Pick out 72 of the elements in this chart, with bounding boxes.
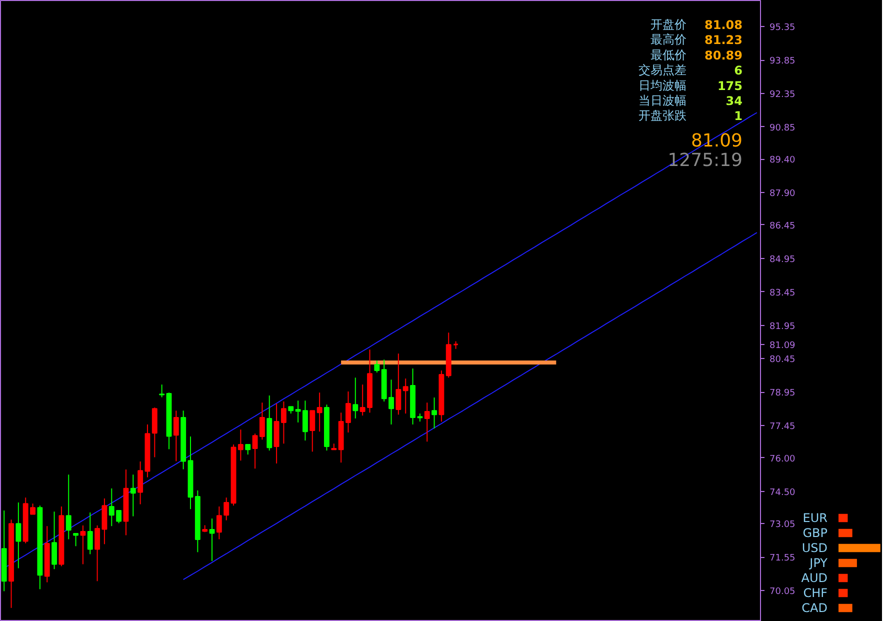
bar	[838, 514, 848, 522]
candlestick	[73, 532, 79, 547]
annotation: 最低价	[650, 48, 686, 62]
candlestick	[80, 524, 86, 565]
bar	[838, 604, 852, 612]
candlestick	[238, 429, 244, 462]
y-tick-label: 76.00	[770, 454, 796, 464]
candlestick	[159, 384, 165, 398]
y-tick-label: CHF	[803, 586, 828, 600]
y-tick-label: 87.90	[770, 189, 796, 200]
y-tick-label: USD	[802, 541, 828, 555]
candlestick	[402, 378, 408, 414]
y-tick-label: 77.45	[770, 422, 796, 432]
candlestick	[352, 377, 358, 419]
candlestick	[316, 392, 322, 432]
y-tick-label: JPY	[808, 556, 828, 570]
candlestick	[424, 402, 430, 442]
annotation: 最高价	[650, 32, 686, 47]
annotation: 开盘张跌	[638, 108, 686, 123]
candlestick	[52, 511, 57, 570]
annotation: 日均波幅	[638, 78, 686, 92]
y-tick-label: 95.35	[770, 23, 796, 34]
bar	[838, 574, 848, 582]
candlestick	[224, 497, 230, 521]
line-series	[182, 232, 758, 580]
candlestick	[360, 384, 366, 416]
bar	[838, 544, 880, 552]
annotation: 交易点差	[638, 63, 686, 78]
candlestick	[138, 460, 144, 505]
y-tick-label: 92.35	[770, 90, 796, 100]
y-tick-label: 81.95	[770, 322, 796, 332]
y-tick-label: GBP	[802, 526, 828, 540]
bar	[838, 588, 848, 598]
y-tick-label: 74.50	[770, 488, 796, 498]
candlestick	[87, 512, 93, 555]
y-tick-label: 71.55	[770, 554, 796, 564]
candlestick	[396, 353, 402, 416]
candlestick	[16, 502, 22, 569]
y-tick-label: CAD	[802, 601, 828, 615]
bar	[838, 528, 852, 538]
y-tick-label: EUR	[802, 511, 828, 525]
annotation: 34	[726, 94, 743, 108]
y-tick-label: 89.40	[770, 156, 796, 166]
y-tick-label: 90.85	[770, 123, 796, 134]
y-tick-label: 86.45	[770, 221, 796, 232]
annotation: 175	[717, 78, 743, 93]
candlestick	[216, 506, 222, 540]
annotation: 81.23	[704, 33, 743, 48]
candlestick	[173, 410, 179, 462]
annotation: 81.08	[704, 18, 743, 32]
annotation: 6	[734, 64, 743, 78]
y-tick-label: 84.95	[770, 254, 796, 265]
bar	[838, 558, 857, 568]
candlestick	[66, 474, 72, 540]
y-tick-label: 80.45	[770, 355, 796, 366]
annotation: 当日波幅	[638, 94, 686, 108]
annotation: 开盘价	[650, 18, 686, 32]
y-tick-label: AUD	[801, 571, 828, 585]
y-tick-label: 70.05	[770, 587, 796, 598]
candlestick	[432, 396, 437, 429]
annotation: 1	[734, 109, 743, 124]
y-tick-label: 81.09	[770, 340, 796, 351]
candlestick	[310, 410, 316, 452]
annotation: 80.89	[704, 48, 743, 62]
candlestick	[130, 474, 136, 517]
y-tick-label: 93.85	[770, 56, 796, 67]
candlestick	[245, 444, 251, 456]
candlestick	[374, 360, 380, 374]
candlestick	[209, 518, 215, 562]
y-tick-label: 78.95	[770, 388, 796, 399]
y-tick-label: 83.45	[770, 288, 796, 298]
y-tick-label: 73.05	[770, 520, 796, 530]
